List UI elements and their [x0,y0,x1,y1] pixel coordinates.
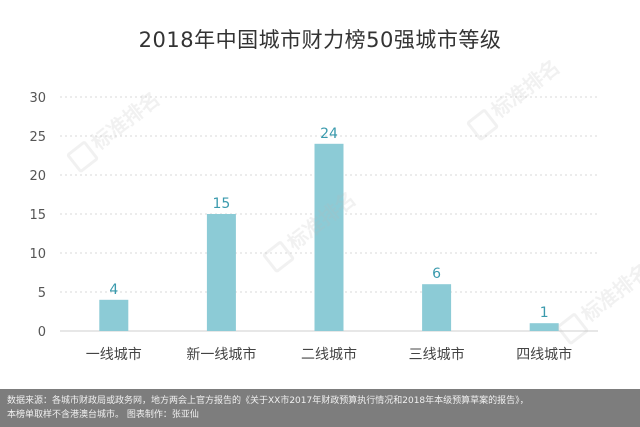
bar [529,323,559,331]
bar-value-label: 24 [320,126,338,142]
x-axis-tick-labels: 一线城市 新一线城市 二线城市 三线城市 四线城市 [86,346,572,363]
x-tick-label: 新一线城市 [186,346,256,363]
x-tick-label: 四线城市 [516,346,572,363]
chart-title: 2018年中国城市财力榜50强城市等级 [138,28,502,52]
source-footer: 数据来源：各城市财政局或政务网，地方两会上官方报告的《关于XX市2017年财政预… [0,389,640,427]
bar-value-label: 1 [540,305,549,321]
y-tick-label: 20 [29,169,46,184]
y-tick-label: 0 [38,325,46,340]
x-tick-label: 二线城市 [301,346,357,363]
y-tick-label: 10 [29,247,46,262]
bar-chart: 0 5 10 15 20 25 30 4 15 24 6 1 一线城市 新一线城市 二线城市 三线城市 四线… [29,91,598,363]
bar-value-label: 4 [109,282,118,298]
y-axis-tick-labels: 0 5 10 15 20 25 30 [29,91,46,340]
bar-value-label: 6 [432,266,441,282]
bar-value-label: 15 [212,196,230,212]
bar [314,143,344,331]
y-tick-label: 25 [29,130,46,145]
footer-note-line: 本榜单取样不含港澳台城市。 图表制作：张亚仙 [7,410,199,420]
bar [99,299,129,331]
x-tick-label: 三线城市 [409,346,465,363]
y-tick-label: 5 [38,286,46,301]
x-tick-label: 一线城市 [86,346,142,363]
bar-value-labels: 4 15 24 6 1 [109,126,548,321]
footer-source-line: 数据来源：各城市财政局或政务网，地方两会上官方报告的《关于XX市2017年财政预… [7,396,529,406]
y-tick-label: 30 [29,91,46,106]
bar [206,214,236,331]
bar [422,284,452,331]
y-tick-label: 15 [29,208,46,223]
bars [99,143,559,331]
